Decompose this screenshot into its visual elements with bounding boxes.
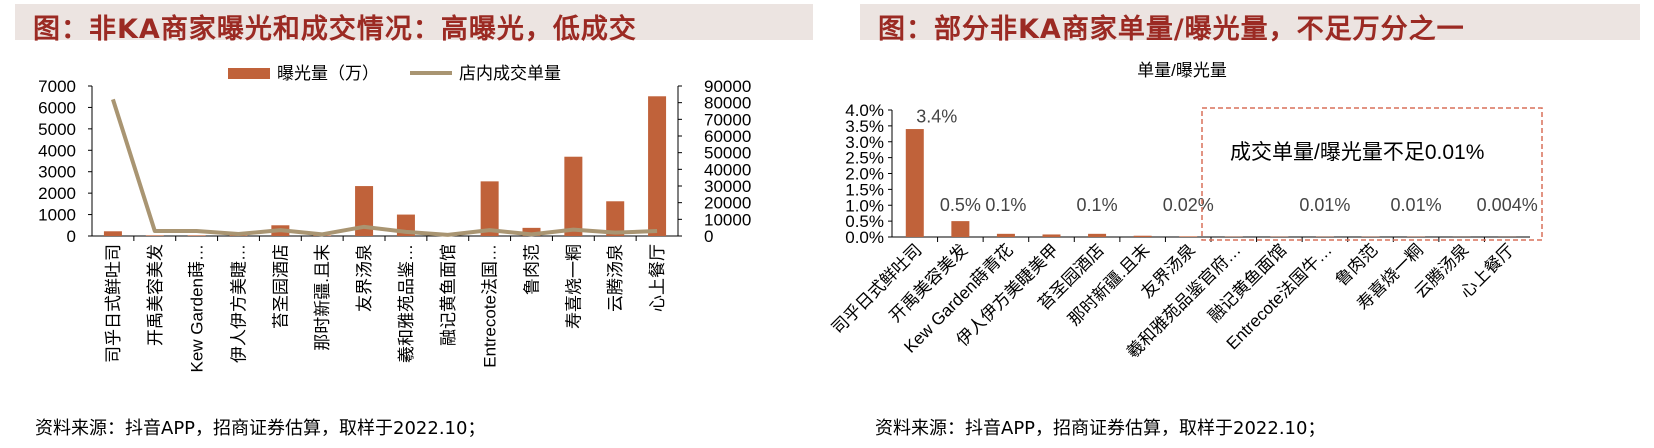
bar-data-label: 0.01% (1391, 195, 1442, 215)
exposure-bar (480, 181, 499, 236)
bar-data-label: 0.02% (1163, 195, 1214, 215)
y-tick-label: 2.0% (845, 165, 884, 184)
ratio-bar (1042, 234, 1061, 237)
right-y-tick-label: 50000 (704, 144, 751, 163)
x-category-label: 苔圣园酒店 (271, 244, 290, 329)
bar-data-label: 0.1% (1077, 195, 1118, 215)
x-category-label: Kew Garden蒔… (188, 244, 207, 373)
bar-data-label: 0.1% (985, 195, 1026, 215)
y-tick-label: 3.5% (845, 117, 884, 136)
ratio-bar (905, 129, 924, 237)
right-y-tick-label: 40000 (704, 160, 751, 179)
right-y-tick-label: 20000 (704, 194, 751, 213)
legend-line-label: 店内成交单量 (459, 64, 561, 83)
x-category-label: 司乎日式鲜吐司 (104, 244, 123, 363)
left-title-bar: 图：非KA商家曝光和成交情况：高曝光，低成交 (15, 4, 813, 45)
exposure-bar (648, 96, 667, 237)
left-y-tick-label: 0 (67, 227, 76, 246)
x-category-label: 开禹美容美发 (146, 244, 165, 346)
y-tick-label: 2.5% (845, 149, 884, 168)
ratio-bar (1088, 233, 1107, 237)
bar-data-label: 0.01% (1299, 195, 1350, 215)
right-y-tick-label: 0 (704, 227, 713, 246)
x-category-label: 伊人伊方美睫… (230, 244, 249, 363)
ratio-bar (996, 233, 1015, 237)
x-category-label: 友界汤泉 (355, 244, 374, 312)
left-chart-title: 图：非KA商家曝光和成交情况：高曝光，低成交 (33, 14, 637, 45)
left-y-tick-label: 6000 (38, 98, 76, 117)
right-y-tick-label: 10000 (704, 210, 751, 229)
right-chart: 单量/曝光量0.0%0.5%1.0%1.5%2.0%2.5%3.0%3.5%4.… (828, 61, 1543, 362)
exposure-bar (564, 156, 583, 236)
left-y-tick-label: 2000 (38, 184, 76, 203)
ratio-bar (1133, 235, 1152, 237)
left-chart: 0100020003000400050006000700001000020000… (38, 64, 751, 373)
right-y-tick-label: 70000 (704, 110, 751, 129)
y-tick-label: 1.0% (845, 196, 884, 215)
y-tick-label: 4.0% (845, 101, 884, 120)
y-tick-label: 3.0% (845, 133, 884, 152)
x-category-label: 寿喜烧一粡 (564, 244, 583, 329)
legend-bar-swatch (228, 68, 270, 79)
left-y-tick-label: 4000 (38, 141, 76, 160)
right-chart-title: 图：部分非KA商家单量/曝光量，不足万分之一 (878, 14, 1465, 45)
y-tick-label: 1.5% (845, 180, 884, 199)
orders-line (111, 98, 658, 237)
right-panel: 图：部分非KA商家单量/曝光量，不足万分之一 单量/曝光量 0.0% 0.5% 1.0… (828, 0, 1654, 448)
x-category-label: 云腾汤泉 (606, 244, 625, 312)
left-y-tick-label: 7000 (38, 77, 76, 96)
x-category-label: 心上餐厅 (648, 244, 667, 312)
y-tick-label: 0.5% (845, 212, 884, 231)
legend-bar-label: 曝光量（万） (277, 64, 379, 83)
bar-data-label: 0.5% (940, 195, 981, 215)
right-y-tick-label: 90000 (704, 77, 751, 96)
x-category-label: 鲁肉范 (523, 244, 542, 295)
ratio-bar (1179, 236, 1198, 237)
bar-data-label: 3.4% (916, 106, 957, 126)
left-y-tick-label: 5000 (38, 120, 76, 139)
chart-title: 单量/曝光量 (1137, 61, 1227, 80)
exposure-bar (145, 235, 164, 236)
left-panel: 图：非KA商家曝光和成交情况：高曝光，低成交 0 1000 2000 3000 4000… (0, 0, 820, 448)
exposure-bar (187, 235, 206, 236)
x-category-label: Entrecote法国… (481, 244, 500, 368)
right-title-bar: 图：部分非KA商家单量/曝光量，不足万分之一 (860, 4, 1640, 45)
x-category-label: 那时新疆.且末 (313, 244, 332, 351)
exposure-bar (103, 231, 122, 236)
annotation-box (1201, 107, 1543, 241)
right-y-tick-label: 80000 (704, 94, 751, 113)
exposure-bar (355, 186, 374, 236)
ratio-bar (951, 221, 970, 237)
left-y-tick-label: 3000 (38, 163, 76, 182)
right-y-tick-label: 30000 (704, 177, 751, 196)
y-tick-label: 0.0% (845, 228, 884, 247)
bar-data-label: 0.004% (1477, 195, 1538, 215)
x-category-label: 羲和雅苑品鉴… (397, 244, 416, 363)
right-source-note: 资料来源：抖音APP，招商证券估算，取样于2022.10； (875, 418, 1326, 439)
x-category-label: 融记黄鱼面馆 (439, 244, 458, 346)
left-y-tick-label: 1000 (38, 206, 76, 225)
exposure-bar (606, 201, 625, 236)
exposure-bar (522, 227, 541, 236)
annotation-text: 成交单量/曝光量不足0.01% (1230, 141, 1484, 164)
left-source-note: 资料来源：抖音APP，招商证券估算，取样于2022.10； (35, 418, 486, 439)
right-y-tick-label: 60000 (704, 127, 751, 146)
